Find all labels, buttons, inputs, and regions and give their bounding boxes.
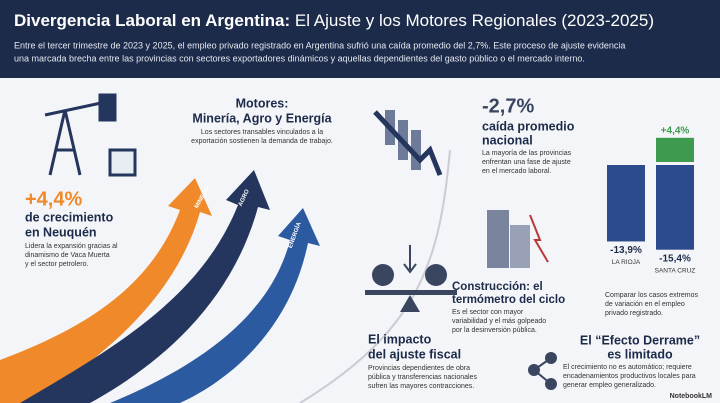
section-text: Los sectores transables vinculados a la <box>201 129 323 136</box>
section-text: La mayoría de las provincias <box>482 150 572 157</box>
section-title: del ajuste fiscal <box>368 347 461 361</box>
section-text: encadenamientos productivos locales para <box>563 373 696 380</box>
oil-pump-icon <box>44 93 137 177</box>
figure: +4,4% <box>25 188 82 210</box>
section-text: por la desinversión pública. <box>452 327 537 334</box>
intro: Entre el tercer trimestre de 2023 y 2025… <box>14 40 625 50</box>
section-text: variabilidad y el más golpeado <box>452 318 546 325</box>
header-bg <box>0 0 720 78</box>
section-title: termómetro del ciclo <box>452 294 565 306</box>
bar <box>607 165 645 242</box>
section-title: de crecimiento <box>25 210 114 224</box>
bar <box>656 165 694 250</box>
figure: -2,7% <box>482 95 534 117</box>
chart-caption: privado registrado. <box>605 310 663 317</box>
value-label: -13,9% <box>610 245 642 256</box>
footer: NotebookLM <box>670 393 713 400</box>
scale-icon <box>365 245 457 312</box>
title-bold: Divergencia Laboral en Argentina: <box>14 11 290 30</box>
section-title: El impacto <box>368 332 432 346</box>
section-text: Es el sector con mayor <box>452 309 524 316</box>
section-title: Construcción: el <box>452 281 543 293</box>
chart-caption: Comparar los casos extremos <box>605 292 698 299</box>
section-title: caída promedio <box>482 119 575 133</box>
buildings-icon <box>487 210 549 268</box>
section-text: sufren las mayores contracciones. <box>368 383 474 390</box>
section-text: exportación sostienen la demanda de trab… <box>191 138 333 145</box>
title: Divergencia Laboral en Argentina: El Aju… <box>14 11 654 30</box>
value-label: -15,4% <box>659 253 691 264</box>
bar <box>656 137 694 162</box>
section-title: es limitado <box>607 347 673 361</box>
intro: una marcada brecha entre las provincias … <box>14 53 585 63</box>
section-text: generar empleo generalizado. <box>563 382 656 389</box>
trend-icon <box>373 110 443 176</box>
chart-caption: de variación en el empleo <box>605 301 685 308</box>
section-title: nacional <box>482 133 533 147</box>
arrows: MINERÍA AGRO ENERGÍA <box>0 149 451 403</box>
section-text: enfrentan una fase de ajuste <box>482 159 571 166</box>
section-text: pública y transferencias nacionales <box>368 374 477 381</box>
section-text: y el sector petrolero. <box>25 261 88 268</box>
title-rest: El Ajuste y los Motores Regionales (2023… <box>295 11 654 30</box>
section-title: en Neuquén <box>25 225 97 239</box>
section-text: Provincias dependientes de obra <box>368 365 470 372</box>
category-label: SANTA CRUZ <box>655 267 696 274</box>
section-title: Motores: <box>236 96 289 110</box>
value-label: +4,4% <box>661 125 690 136</box>
category-label: LA RIOJA <box>612 259 641 266</box>
section-title: Minería, Agro y Energía <box>192 111 332 125</box>
section-text: en el mercado laboral. <box>482 168 551 175</box>
section-text: Lidera la expansión gracias al <box>25 243 118 250</box>
section-text: El crecimiento no es automático; requier… <box>563 364 692 371</box>
section-text: dinamismo de Vaca Muerta <box>25 252 110 259</box>
share-icon <box>528 352 557 390</box>
mini-chart: -13,9% -15,4% +4,4% LA RIOJA SANTA CRUZ <box>607 125 695 274</box>
section-title: El “Efecto Derrame” <box>580 333 700 347</box>
